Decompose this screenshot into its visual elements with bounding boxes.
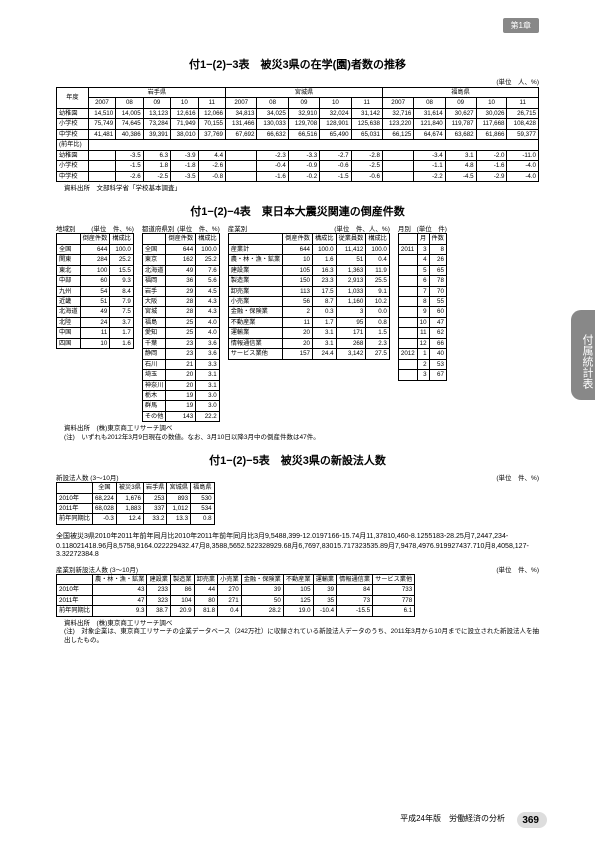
table1-title: 付1−(2)−3表 被災3県の在学(園)者数の推移 [56,56,539,72]
table3c: 産業別新設法人数 (3～10月)(単位 件、%)農・林・漁・鉱業建設業製造業卸売… [56,564,539,617]
table3-title: 付1−(2)−5表 被災3県の新設法人数 [56,452,539,468]
table1: 年度岩手県宮城県福島県20070809101120070809101120070… [56,87,539,182]
side-tab: 付属統計表 [571,310,595,400]
table2-sub: 倒産件数構成比全国644100.0東京16225.2北海道497.6福岡365.… [142,233,220,422]
table3-note: 資料出所 (株)東京商工リサーチ調べ(注) 対象企業は、東京商工リサーチの企業デ… [64,620,539,645]
table1-unit: (単位 人、%) [56,76,539,86]
table2-sub: 倒産件数構成比全国644100.0関東28425.2東北10015.5中部609… [56,233,134,349]
table2-note: 資料出所 (株)東京商工リサーチ調べ(注) いずれも2012年3月9日現在の数値… [64,425,539,442]
table3b: 全国被災3県2010年2011年前年同月比2010年2011年前年同月比3月9,… [56,531,539,558]
table1-note: 資料出所 文部科学省「学校基本調査」 [64,185,539,193]
table3-sub: 農・林・漁・鉱業建設業製造業卸売業小売業金融・保険業不動産業運輸業情報通信業サー… [56,574,415,617]
page-number: 369 [522,815,539,826]
table2-sub: 倒産件数構成比従業員数構成比産業計644100.011,412100.0農・林・… [228,233,390,359]
table2-sub: 月件数2011384265656787708559601047116212662… [398,233,447,380]
table2-row: 地域別(単位 件、%)倒産件数構成比全国644100.0関東28425.2東北1… [56,223,539,422]
table3-sub: 全国被災3県岩手県宮城県福島県2010年68,2241,676253893530… [56,482,215,525]
footer-text: 平成24年版 労働経済の分析 [400,813,505,824]
chapter-badge: 第1章 [503,18,539,33]
table3a: 新設法人数 (3～10月)(単位 件、%)全国被災3県岩手県宮城県福島県2010… [56,472,539,525]
table2-title: 付1−(2)−4表 東日本大震災関連の倒産件数 [56,203,539,219]
